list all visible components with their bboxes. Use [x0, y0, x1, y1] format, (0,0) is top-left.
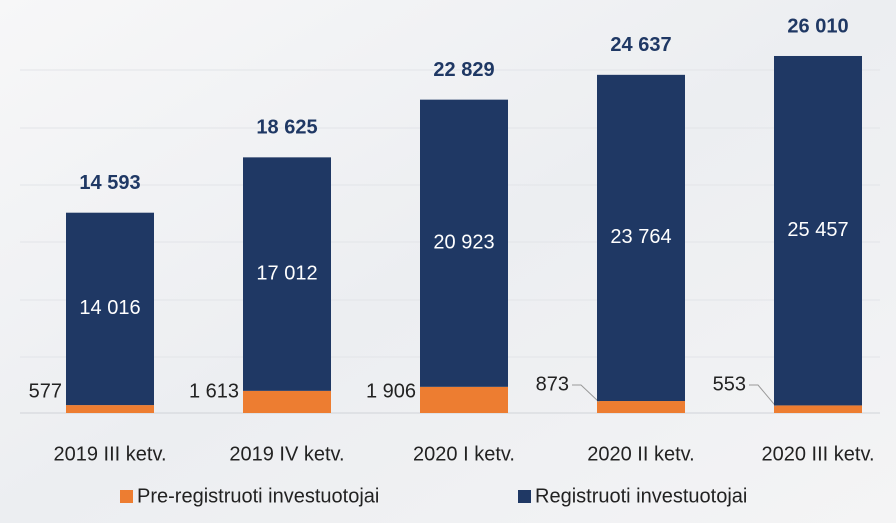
value-label: 23 764: [610, 226, 671, 248]
x-tick-label: 2019 III ketv.: [53, 443, 166, 465]
legend-label: Pre-registruoti investuotojai: [137, 485, 379, 507]
value-label: 20 923: [433, 232, 494, 254]
legend-swatch: [518, 490, 531, 503]
legend-swatch: [120, 490, 133, 503]
value-label: 14 016: [79, 297, 140, 319]
bar-segment: [774, 405, 862, 413]
bar-segment: [66, 405, 154, 413]
total-label: 14 593: [79, 172, 140, 194]
legend-label: Registruoti investuotojai: [535, 485, 747, 507]
value-label: 1 906: [366, 380, 416, 402]
chart: 577 14 016 14 593 2019 III ketv. 1 613 17 012…: [0, 0, 896, 523]
value-label: 873: [536, 373, 569, 395]
value-label: 553: [713, 373, 746, 395]
total-label: 18 625: [256, 117, 317, 139]
x-tick-label: 2020 I ketv.: [413, 443, 515, 465]
x-tick-label: 2019 IV ketv.: [229, 443, 344, 465]
x-tick-label: 2020 II ketv.: [587, 443, 694, 465]
bar-segment: [597, 401, 685, 413]
total-label: 26 010: [787, 15, 848, 37]
value-label: 25 457: [787, 219, 848, 241]
value-label: 17 012: [256, 262, 317, 284]
bar-segment: [420, 387, 508, 413]
value-label: 577: [29, 380, 62, 402]
value-label: 1 613: [189, 380, 239, 402]
x-tick-label: 2020 III ketv.: [761, 443, 874, 465]
total-label: 22 829: [433, 59, 494, 81]
bar-segment: [243, 391, 331, 413]
total-label: 24 637: [610, 34, 671, 56]
